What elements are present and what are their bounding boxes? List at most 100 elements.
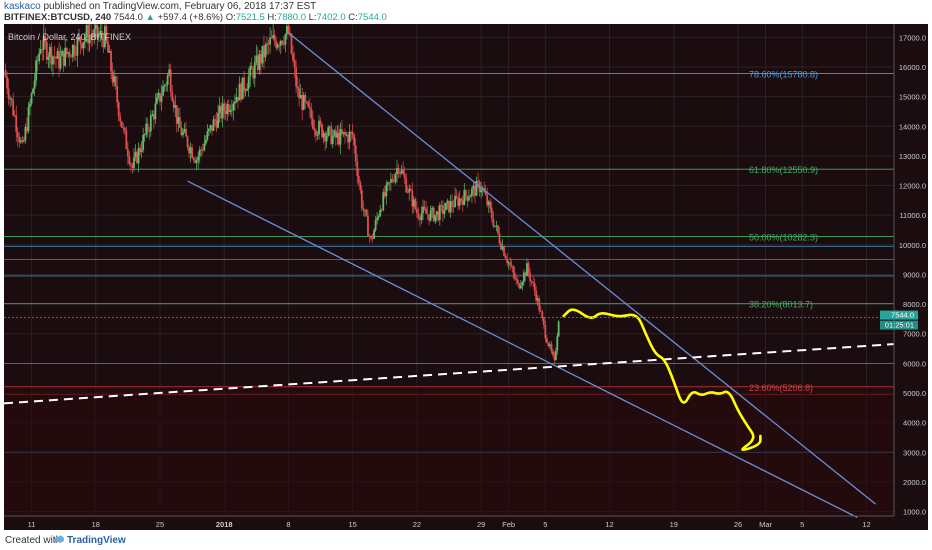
candle-body <box>307 101 310 107</box>
candle-body <box>39 49 42 54</box>
x-tick-label: 29 <box>477 520 485 529</box>
candle-body <box>126 148 129 157</box>
candle-body <box>45 42 48 60</box>
candle-body <box>223 103 226 112</box>
candle-body <box>175 105 178 124</box>
candle-body <box>414 199 417 209</box>
candle-body <box>36 60 39 62</box>
candle-body <box>27 107 30 132</box>
x-tick-label: 12 <box>862 520 870 529</box>
candle-body <box>114 76 117 86</box>
candle-body <box>145 123 148 135</box>
candle-body <box>440 205 443 206</box>
open-label: O: <box>225 12 236 23</box>
candle-body <box>484 191 487 195</box>
candle-body <box>405 178 408 193</box>
fib-label: 61.80%(12550.9) <box>749 165 818 175</box>
candle-body <box>256 55 259 71</box>
x-tick-label: 19 <box>670 520 678 529</box>
candle-body <box>105 26 108 42</box>
x-tick-label: 5 <box>800 520 804 529</box>
candle-body <box>451 201 453 207</box>
candle-body <box>137 148 140 164</box>
candle-body <box>301 94 304 110</box>
chart-title: Bitcoin / Dollar, 240, BITFINEX <box>8 32 131 42</box>
candle-body <box>519 285 522 289</box>
candle-body <box>24 127 27 141</box>
candle-body <box>188 147 190 154</box>
candle-body <box>419 217 421 220</box>
candle-body <box>460 198 463 201</box>
countdown-box <box>880 320 918 330</box>
candle-body <box>33 80 36 89</box>
candle-body <box>247 76 250 89</box>
countdown-label: 01:25:01 <box>885 321 914 330</box>
candle-body <box>78 36 80 38</box>
close-label: C: <box>348 12 358 23</box>
fib-shade <box>4 386 894 516</box>
candle-body <box>214 119 216 121</box>
candle-body <box>87 25 90 44</box>
candle-body <box>467 197 470 201</box>
candle-body <box>389 179 392 183</box>
candle-body <box>180 127 183 136</box>
candle-body <box>209 125 212 129</box>
candle-body <box>7 88 10 99</box>
candle-body <box>156 97 158 104</box>
candle-body <box>370 235 372 239</box>
candle-body <box>388 182 391 184</box>
candle-body <box>220 105 223 119</box>
upper-channel-line <box>288 32 877 505</box>
candle-body <box>116 85 119 103</box>
y-tick-label: 8000.0 <box>903 300 926 309</box>
candle-body <box>351 131 354 136</box>
symbol-label: BITFINEX:BTCUSD, 240 <box>4 12 112 23</box>
candle-body <box>94 24 97 30</box>
candle-body <box>507 262 510 264</box>
y-tick-label: 17000.0 <box>899 33 926 42</box>
candle-body <box>550 344 553 352</box>
candle-body <box>512 266 515 273</box>
low-value: 7402.0 <box>316 12 346 23</box>
candle-body <box>321 124 323 138</box>
candle-body <box>480 189 483 193</box>
candle-body <box>330 126 333 144</box>
candle-body <box>281 40 284 44</box>
candle-body <box>211 125 213 131</box>
candle-body <box>310 108 313 119</box>
x-tick-label: 11 <box>28 520 36 529</box>
published-text: published on TradingView.com, February 0… <box>43 1 317 12</box>
chart-area[interactable]: 78.60%(15780.8) 61.80%(12550.9) 50.00%(102… <box>4 24 928 530</box>
candle-body <box>276 44 279 48</box>
candle-body <box>157 92 160 98</box>
candle-body <box>377 216 380 218</box>
candle-body <box>397 168 400 174</box>
candle-body <box>261 45 264 64</box>
candle-body <box>354 145 357 162</box>
candle-body <box>255 55 258 63</box>
candle-body <box>237 97 239 101</box>
chart-svg[interactable]: 78.60%(15780.8) 61.80%(12550.9) 50.00%(102… <box>4 24 928 530</box>
y-tick-label: 7000.0 <box>903 330 926 339</box>
candle-body <box>318 120 320 135</box>
candle-body <box>545 338 548 343</box>
candle-body <box>513 272 516 279</box>
candle-body <box>21 140 24 142</box>
candle-body <box>339 129 342 145</box>
last-price-label: 7544.0 <box>891 311 914 320</box>
candle-body <box>100 30 103 39</box>
candle-body <box>449 201 452 213</box>
candle-body <box>423 206 426 209</box>
candle-body <box>452 206 455 208</box>
candle-body <box>148 131 151 133</box>
tradingview-brand[interactable]: TradingView <box>67 535 126 546</box>
candle-body <box>457 197 460 206</box>
author-link[interactable]: kaskaco <box>4 1 41 12</box>
x-tick-label: 12 <box>605 520 613 529</box>
candle-body <box>299 94 302 99</box>
candle-body <box>549 344 551 347</box>
candle-body <box>172 100 175 108</box>
candle-body <box>515 278 518 281</box>
candle-body <box>186 136 189 148</box>
candle-body <box>9 98 12 100</box>
